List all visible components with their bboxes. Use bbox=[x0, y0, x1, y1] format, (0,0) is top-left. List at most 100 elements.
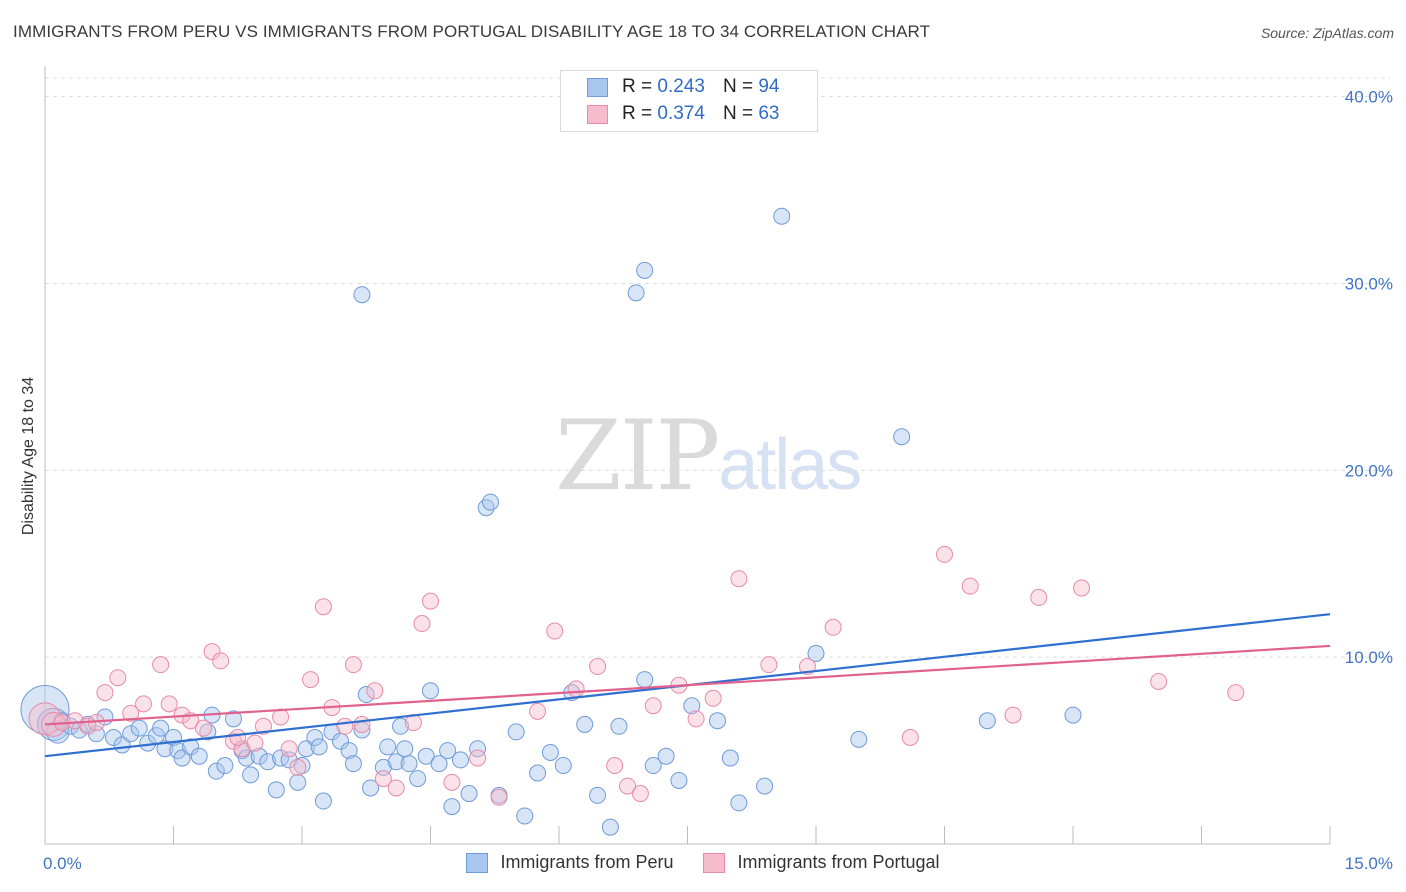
peru-point bbox=[237, 749, 255, 767]
peru-point bbox=[289, 773, 307, 791]
portugal-point bbox=[254, 717, 272, 735]
portugal-trend-line bbox=[44, 644, 1331, 726]
portugal-point bbox=[1030, 588, 1048, 606]
portugal-point bbox=[413, 615, 431, 633]
peru-n-value: 94 bbox=[758, 76, 780, 97]
portugal-point bbox=[1004, 706, 1022, 724]
peru-point bbox=[708, 712, 726, 730]
series-legend: Immigrants from Peru Immigrants from Por… bbox=[0, 852, 1406, 873]
portugal-legend-swatch bbox=[703, 852, 726, 873]
portugal-point bbox=[631, 785, 649, 803]
peru-legend-swatch bbox=[466, 852, 489, 873]
y-tick-label: 30.0% bbox=[1345, 275, 1393, 294]
peru-point bbox=[122, 725, 140, 743]
portugal-point bbox=[529, 702, 547, 720]
portugal-point bbox=[760, 656, 778, 674]
portugal-point bbox=[387, 779, 405, 797]
peru-point bbox=[601, 818, 619, 836]
peru-point bbox=[105, 729, 123, 747]
portugal-point bbox=[687, 710, 705, 728]
axes bbox=[44, 66, 1331, 845]
peru-point bbox=[224, 710, 242, 728]
peru-point bbox=[387, 753, 405, 771]
peru-point bbox=[340, 742, 358, 760]
portugal-point bbox=[961, 577, 979, 595]
peru-point bbox=[417, 747, 435, 765]
portugal-point bbox=[644, 697, 662, 715]
portugal-point bbox=[135, 695, 153, 713]
peru-point bbox=[657, 747, 675, 765]
portugal-point bbox=[289, 758, 307, 776]
y-axis-label: Disability Age 18 to 34 bbox=[20, 377, 37, 535]
peru-point bbox=[644, 757, 662, 775]
peru-point bbox=[293, 757, 311, 775]
portugal-point bbox=[302, 671, 320, 689]
zipatlas-watermark: ZIPatlas bbox=[555, 400, 862, 512]
peru-point bbox=[344, 755, 362, 773]
peru-point bbox=[422, 682, 439, 700]
y-tick-label: 20.0% bbox=[1345, 461, 1393, 480]
peru-point bbox=[306, 729, 324, 747]
portugal-point bbox=[619, 777, 637, 795]
portugal-point bbox=[28, 702, 62, 736]
legend-row-portugal: R = 0.374 N = 63 bbox=[587, 101, 779, 127]
portugal-point bbox=[567, 680, 585, 698]
peru-point bbox=[683, 697, 701, 715]
portugal-point bbox=[122, 704, 140, 722]
portugal-point bbox=[443, 773, 461, 791]
portugal-point bbox=[314, 598, 332, 616]
portugal-point bbox=[336, 717, 354, 735]
portugal-point bbox=[344, 656, 362, 674]
axis-labels: 10.0% 20.0% 30.0% 40.0% 0.0% 15.0% Disability … bbox=[20, 88, 1393, 873]
y-tick-label: 40.0% bbox=[1345, 88, 1393, 107]
portugal-point bbox=[606, 757, 624, 775]
peru-point bbox=[730, 794, 748, 812]
x-tick-label: 0.0% bbox=[43, 854, 82, 873]
peru-point bbox=[173, 749, 191, 767]
portugal-point bbox=[66, 712, 84, 730]
peru-point bbox=[297, 740, 315, 758]
peru-r-label: R = bbox=[622, 76, 653, 97]
peru-point bbox=[893, 428, 911, 446]
y-tick-label: 10.0% bbox=[1345, 648, 1393, 667]
peru-point bbox=[541, 743, 559, 761]
peru-point bbox=[314, 792, 332, 810]
peru-point bbox=[636, 671, 654, 689]
peru-legend-label: Immigrants from Peru bbox=[500, 852, 674, 872]
portugal-point bbox=[160, 695, 178, 713]
portugal-r-value: 0.374 bbox=[657, 103, 705, 124]
peru-n-label: N = bbox=[722, 76, 754, 97]
peru-point bbox=[152, 719, 170, 737]
portugal-point bbox=[1227, 684, 1245, 702]
chart-title: IMMIGRANTS FROM PERU VS IMMIGRANTS FROM … bbox=[13, 22, 931, 41]
peru-swatch bbox=[587, 77, 608, 97]
peru-point bbox=[807, 644, 825, 662]
peru-point bbox=[392, 717, 410, 735]
portugal-point bbox=[730, 570, 748, 588]
peru-r-value: 0.243 bbox=[657, 76, 705, 97]
portugal-point bbox=[374, 770, 392, 788]
portugal-point bbox=[194, 719, 212, 737]
portugal-point bbox=[152, 656, 170, 674]
peru-point bbox=[46, 720, 70, 744]
peru-point bbox=[216, 757, 234, 775]
portugal-point bbox=[1150, 672, 1168, 690]
peru-point bbox=[357, 686, 375, 704]
peru-point bbox=[310, 738, 328, 756]
peru-point bbox=[430, 755, 448, 773]
peru-point bbox=[576, 715, 594, 733]
peru-point bbox=[636, 261, 654, 279]
peru-point bbox=[460, 785, 478, 803]
portugal-point bbox=[212, 652, 230, 670]
peru-point bbox=[507, 723, 525, 741]
peru-point bbox=[353, 286, 371, 304]
peru-point bbox=[190, 747, 208, 765]
portugal-point bbox=[422, 592, 439, 610]
peru-point bbox=[396, 740, 414, 758]
peru-point bbox=[267, 781, 285, 799]
watermark-atlas: atlas bbox=[718, 425, 862, 505]
legend-row-peru: R = 0.243 N = 94 bbox=[587, 74, 779, 100]
portugal-point bbox=[490, 788, 508, 806]
x-tick-label: 15.0% bbox=[1345, 854, 1393, 873]
portugal-n-value: 63 bbox=[758, 103, 780, 124]
